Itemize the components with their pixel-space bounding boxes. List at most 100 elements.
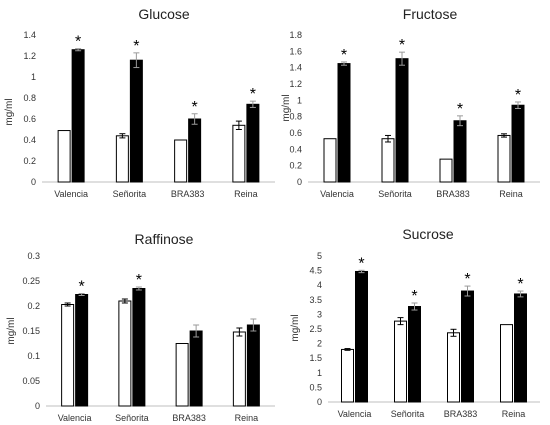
bar-control xyxy=(175,343,189,407)
panel-title: Sucrose xyxy=(402,226,454,242)
bar-treatment xyxy=(514,293,527,403)
x-tick-label: Señorita xyxy=(113,189,147,199)
y-tick-label: 0.4 xyxy=(289,144,302,154)
significance-marker: * xyxy=(411,288,417,305)
y-axis-label: mg/ml xyxy=(290,314,301,341)
panel-raffinose: Raffinose mg/ml 0 0.05 0.1 0.15 0.2 0.25 0.3 * V… xyxy=(6,231,275,423)
x-tick-label: Valencia xyxy=(320,189,354,199)
x-tick-label: BRA383 xyxy=(172,413,206,423)
bar-treatment xyxy=(337,63,351,183)
x-tick-label: Señorita xyxy=(391,409,425,419)
plot-area: 0 0.2 0.4 0.6 0.8 1 1.2 1.4 1.6 1.8 * Valencia * Seño… xyxy=(289,30,540,199)
y-tick-label: 0.6 xyxy=(289,128,302,138)
significance-marker: * xyxy=(457,101,463,118)
y-tick-label: 1 xyxy=(317,368,322,378)
bar-treatment xyxy=(71,49,85,183)
bar-treatment xyxy=(395,58,409,183)
bar-control xyxy=(57,130,71,183)
bar-treatment xyxy=(453,120,467,183)
x-tick-label: Reina xyxy=(499,189,523,199)
significance-marker: * xyxy=(133,38,139,55)
significance-marker: * xyxy=(464,271,470,288)
x-tick-label: Valencia xyxy=(54,189,88,199)
bar-control xyxy=(439,158,453,183)
y-tick-label: 2 xyxy=(317,339,322,349)
bar-treatment xyxy=(129,59,143,183)
y-tick-label: 0.05 xyxy=(22,376,40,386)
x-tick-label: BRA383 xyxy=(171,189,205,199)
y-tick-label: 3.5 xyxy=(309,295,322,305)
x-tick-label: Reina xyxy=(502,409,526,419)
bar-control xyxy=(447,332,460,403)
bar-control xyxy=(500,324,513,403)
y-tick-label: 1.2 xyxy=(289,79,302,89)
y-tick-label: 0.8 xyxy=(289,112,302,122)
y-tick-label: 1.4 xyxy=(289,63,302,73)
y-tick-label: 0.2 xyxy=(289,161,302,171)
y-axis-label: mg/ml xyxy=(6,317,17,344)
y-tick-label: 0 xyxy=(35,401,40,411)
plot-area: 0 0.5 1 1.5 2 2.5 3 3.5 4 4.5 5 * Valencia * Señorita *… xyxy=(309,251,540,419)
significance-marker: * xyxy=(515,87,521,104)
bar-treatment xyxy=(246,324,260,407)
panel-sucrose: Sucrose mg/ml 0 0.5 1 1.5 2 2.5 3 3.5 4 4.5 5 * Vale… xyxy=(290,226,540,419)
bar-control xyxy=(394,320,407,403)
significance-marker: * xyxy=(192,99,198,116)
significance-marker: * xyxy=(341,47,347,64)
bar-treatment xyxy=(461,290,474,403)
y-tick-label: 1.8 xyxy=(289,30,302,40)
bar-treatment xyxy=(511,104,525,183)
y-tick-label: 0.2 xyxy=(23,156,36,166)
significance-marker: * xyxy=(136,272,142,289)
bar-control xyxy=(497,134,511,183)
y-tick-label: 1.4 xyxy=(23,30,36,40)
y-tick-label: 1 xyxy=(31,72,36,82)
y-tick-label: 0.3 xyxy=(27,251,40,261)
y-tick-label: 0.6 xyxy=(23,114,36,124)
bar-treatment xyxy=(75,294,89,407)
y-tick-label: 1.2 xyxy=(23,51,36,61)
y-tick-label: 0 xyxy=(31,177,36,187)
panel-glucose: Glucose mg/ml 0 0.2 0.4 0.6 0.8 1 1.2 1.4 * Valen… xyxy=(4,6,275,199)
plot-area: 0 0.05 0.1 0.15 0.2 0.25 0.3 * Valencia * Señorita… xyxy=(22,251,275,423)
bar-control xyxy=(174,139,188,183)
significance-marker: * xyxy=(358,255,364,272)
y-tick-label: 0 xyxy=(297,177,302,187)
bar-control xyxy=(381,138,395,183)
y-tick-label: 0.25 xyxy=(22,276,40,286)
y-tick-label: 0.1 xyxy=(27,351,40,361)
x-tick-label: Reina xyxy=(235,413,259,423)
y-tick-label: 0.15 xyxy=(22,326,40,336)
significance-marker: * xyxy=(75,34,81,51)
y-tick-label: 4 xyxy=(317,280,322,290)
bar-control xyxy=(341,348,354,403)
x-tick-label: Señorita xyxy=(115,413,149,423)
bar-control xyxy=(323,138,337,183)
bar-control xyxy=(61,304,75,407)
plot-area: 0 0.2 0.4 0.6 0.8 1 1.2 1.4 * Valencia * Señorita * B… xyxy=(23,30,275,199)
bar-control xyxy=(115,135,129,183)
significance-marker: * xyxy=(399,37,405,54)
bar-treatment xyxy=(132,288,146,407)
x-tick-label: Valencia xyxy=(338,409,372,419)
y-tick-label: 2.5 xyxy=(309,324,322,334)
y-tick-label: 0 xyxy=(317,397,322,407)
y-tick-label: 1.5 xyxy=(309,353,322,363)
panel-title: Fructose xyxy=(403,6,458,22)
x-tick-label: Valencia xyxy=(58,413,92,423)
significance-marker: * xyxy=(250,86,256,103)
panel-title: Glucose xyxy=(138,6,190,22)
significance-marker: * xyxy=(79,279,85,296)
y-tick-label: 4.5 xyxy=(309,266,322,276)
y-axis-label: mg/ml xyxy=(4,98,15,125)
y-tick-label: 1 xyxy=(297,95,302,105)
panel-fructose: Fructose mg/ml 0 0.2 0.4 0.6 0.8 1 1.2 1.4 1.6 1.… xyxy=(281,6,540,199)
y-tick-label: 0.8 xyxy=(23,93,36,103)
x-tick-label: Reina xyxy=(234,189,258,199)
bar-control xyxy=(118,300,132,407)
y-tick-label: 5 xyxy=(317,251,322,261)
y-axis-label: mg/ml xyxy=(281,94,292,121)
y-tick-label: 0.5 xyxy=(309,382,322,392)
bar-control xyxy=(232,124,246,183)
